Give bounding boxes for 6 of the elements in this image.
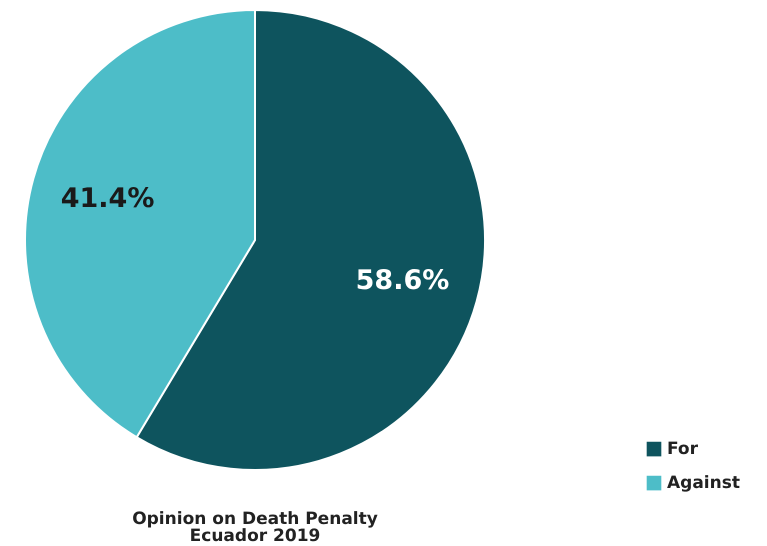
data-label: 41.4% <box>60 183 154 214</box>
legend-label: For <box>667 439 699 459</box>
legend-label: Against <box>667 473 740 493</box>
data-label: 58.6% <box>356 264 450 296</box>
text: Ecuador 2019 <box>190 526 320 546</box>
text: Opinion on Death Penalty <box>132 509 378 529</box>
